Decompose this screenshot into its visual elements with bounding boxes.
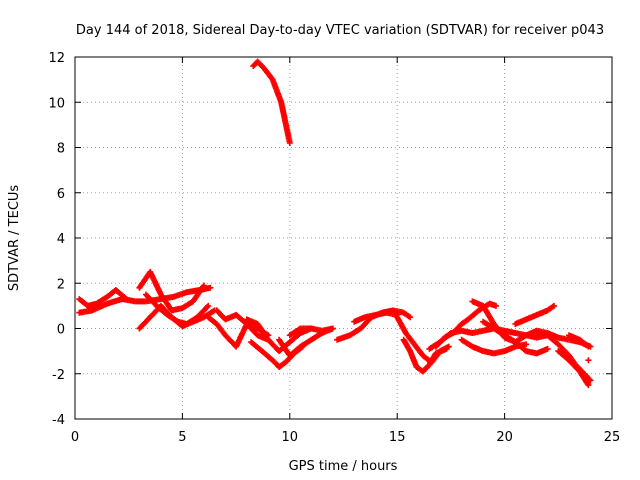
y-tick-label: 10 [48, 96, 65, 111]
data-point [205, 302, 212, 309]
y-tick-label: 0 [57, 323, 65, 338]
data-point [204, 304, 211, 310]
data-point [286, 140, 293, 146]
x-tick-label: 20 [496, 430, 513, 445]
y-tick-label: 6 [57, 187, 65, 202]
y-tick-label: -2 [52, 368, 65, 383]
x-tick-label: 0 [71, 430, 79, 445]
x-tick-label: 10 [282, 430, 299, 445]
x-axis-label: GPS time / hours [289, 459, 398, 474]
x-tick-label: 15 [389, 430, 406, 445]
x-tick-label: 25 [604, 430, 621, 445]
y-tick-label: -4 [52, 413, 65, 428]
axis-ticks [74, 56, 613, 420]
x-tick-labels: 0 5 10 15 20 25 [71, 430, 620, 445]
y-tick-label: 4 [57, 232, 65, 247]
y-axis-label: SDTVAR / TECUs [7, 185, 22, 292]
data-point [329, 325, 336, 332]
data-point [585, 382, 592, 389]
data-point [551, 302, 557, 309]
gridlines [75, 57, 612, 419]
data-points [76, 58, 594, 389]
data-point [587, 377, 594, 384]
data-point [207, 284, 214, 291]
y-tick-labels: -4 -2 0 2 4 6 8 10 12 [48, 51, 65, 428]
data-point [123, 296, 130, 303]
data-point [585, 357, 592, 364]
data-point [493, 302, 499, 309]
data-point [544, 345, 551, 352]
y-tick-label: 8 [57, 142, 65, 157]
y-tick-label: 2 [57, 277, 65, 292]
data-point [523, 341, 530, 348]
chart-title: Day 144 of 2018, Sidereal Day-to-day VTE… [76, 23, 604, 38]
x-tick-label: 5 [178, 430, 186, 445]
data-point [585, 343, 592, 350]
data-point [407, 314, 414, 321]
y-tick-label: 12 [48, 51, 65, 66]
data-point [443, 345, 450, 352]
data-point [200, 282, 207, 289]
